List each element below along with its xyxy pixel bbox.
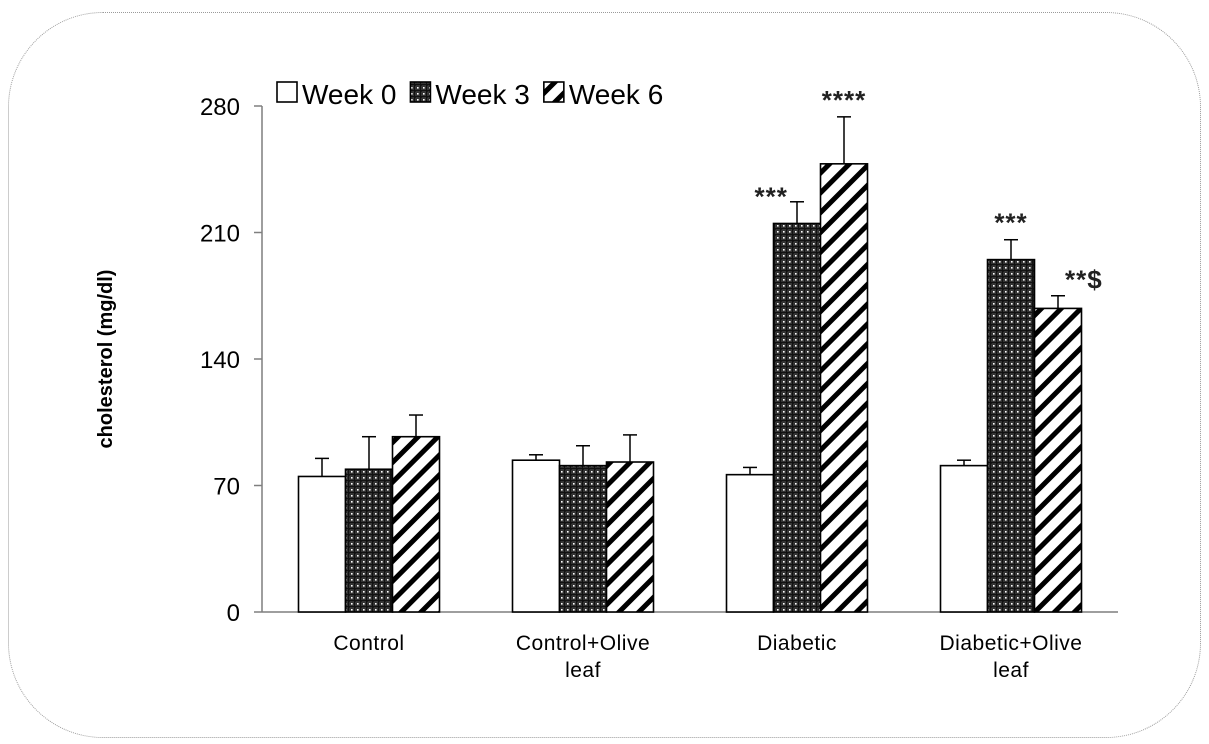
bar-week-6 <box>605 461 655 613</box>
legend-swatch <box>543 81 565 103</box>
x-tick-label: Control <box>333 632 404 655</box>
significance-annotation: *** <box>994 208 1027 238</box>
bar-week-3 <box>558 464 608 613</box>
legend-entry: Week 3 <box>435 79 529 110</box>
bars <box>297 116 1083 613</box>
bar-week-0 <box>939 464 989 613</box>
y-tick-label: 210 <box>200 221 240 248</box>
bar-week-0 <box>511 459 561 613</box>
bar-week-6 <box>391 435 441 613</box>
significance-annotation: *** <box>754 181 787 211</box>
significance-annotation: **$ <box>1065 264 1103 294</box>
legend: Week 0 Week 3 Week 6 <box>276 79 663 110</box>
x-tick-label: leaf <box>565 659 601 682</box>
y-tick-label: 70 <box>213 474 240 501</box>
x-tick-label: Diabetic <box>757 632 837 655</box>
labels: 0 70 140 210 280 cholesterol (mg/dl) Control Co… <box>95 85 1103 682</box>
bar-week-6 <box>1033 307 1083 613</box>
legend-entry: Week 6 <box>569 79 663 110</box>
legend-entry: Week 0 <box>302 79 396 110</box>
bar-week-3 <box>986 258 1036 613</box>
legend-swatch <box>409 81 432 103</box>
x-tick-label: Control+Olive <box>516 632 650 655</box>
y-tick-label: 0 <box>227 600 240 627</box>
bar-week-3 <box>772 222 822 613</box>
legend-swatch <box>276 81 298 103</box>
bar-week-0 <box>725 473 775 613</box>
significance-annotation: **** <box>822 85 866 115</box>
y-axis-label: cholesterol (mg/dl) <box>95 270 117 449</box>
chart-frame <box>8 12 1201 738</box>
y-tick-label: 140 <box>200 347 240 374</box>
y-tick-label: 280 <box>200 94 240 121</box>
x-tick-label: Diabetic+Olive <box>940 632 1083 655</box>
bar-week-6 <box>819 163 869 613</box>
bar-week-0 <box>297 475 347 613</box>
x-tick-label: leaf <box>993 659 1029 682</box>
bar-week-3 <box>344 468 394 613</box>
